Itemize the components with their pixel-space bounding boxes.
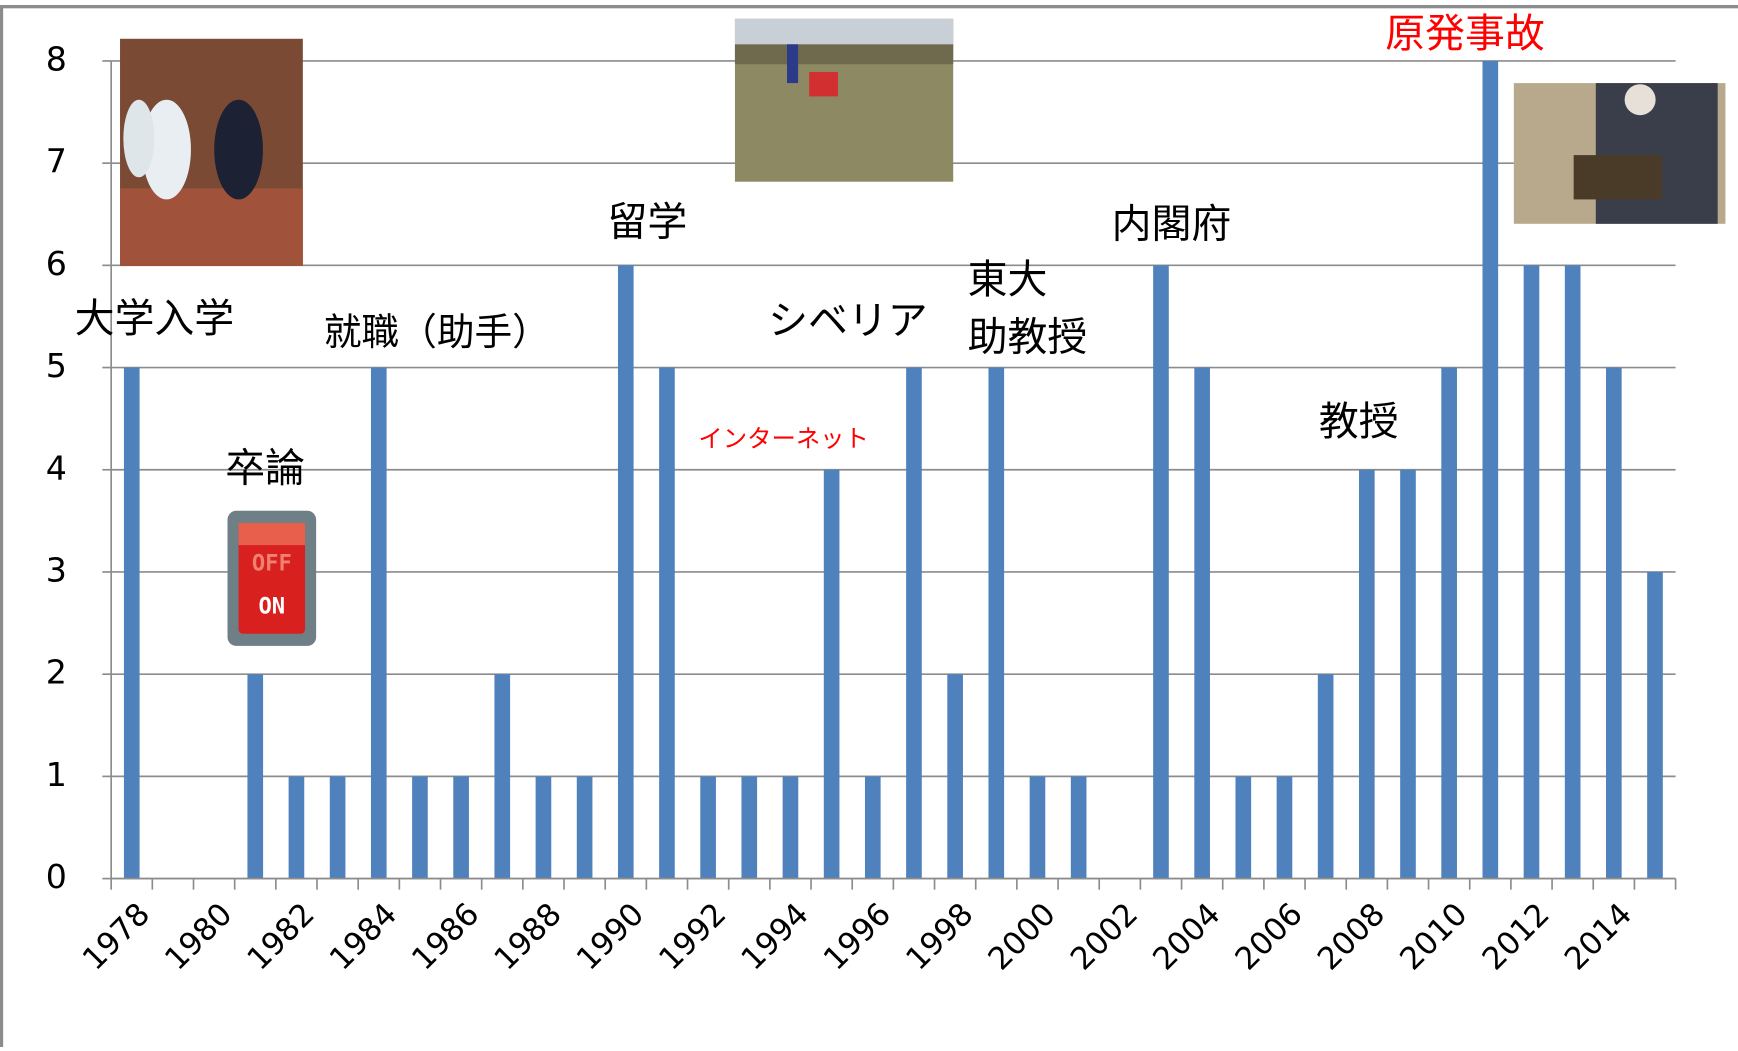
bar <box>289 776 305 878</box>
bar <box>1606 368 1622 879</box>
bar <box>988 368 1004 879</box>
annotation: 教授 <box>1319 399 1399 445</box>
bar <box>1524 265 1540 878</box>
y-tick-label: 3 <box>46 550 67 589</box>
annotation: 卒論 <box>225 445 305 491</box>
y-tick-label: 4 <box>46 448 67 487</box>
x-tick-label: 1996 <box>817 896 898 977</box>
bar <box>906 368 922 879</box>
x-tick-label: 1990 <box>570 896 651 977</box>
annotation: 就職（助手） <box>324 310 550 354</box>
bar <box>1482 61 1498 879</box>
photo-soil <box>1514 83 1726 224</box>
annotation: 原発事故 <box>1385 11 1545 57</box>
x-tick-label: 2004 <box>1146 896 1227 977</box>
annotation: 内閣府 <box>1112 202 1232 248</box>
bar <box>1400 470 1416 879</box>
annotation: シベリア <box>768 298 928 344</box>
x-tick-label: 1982 <box>240 896 321 977</box>
x-tick-label: 2006 <box>1229 896 1310 977</box>
x-tick-label: 2000 <box>982 896 1063 977</box>
x-tick-label: 1992 <box>652 896 733 977</box>
annotation: 大学入学 <box>75 296 235 342</box>
bar <box>494 674 510 878</box>
bar <box>536 776 552 878</box>
bar <box>741 776 757 878</box>
y-tick-label: 6 <box>46 244 67 283</box>
switch-label: OFF <box>252 550 292 576</box>
bar <box>783 776 799 878</box>
bar <box>1441 368 1457 879</box>
bar <box>1194 368 1210 879</box>
x-tick-label: 1998 <box>899 896 980 977</box>
bar <box>659 368 675 879</box>
switch-icon <box>228 511 317 646</box>
bar <box>1030 776 1046 878</box>
bar <box>1277 776 1293 878</box>
x-tick-label: 1980 <box>158 896 239 977</box>
x-tick-label: 1988 <box>487 896 568 977</box>
photo-runners <box>120 39 303 266</box>
annotation: 東大 <box>968 257 1048 303</box>
x-tick-label: 1984 <box>323 896 404 977</box>
photo-field <box>735 19 953 182</box>
bar <box>947 674 963 878</box>
bar <box>247 674 263 878</box>
chart: 0123456781978198019821984198619881990199… <box>0 0 1738 1047</box>
bar <box>1153 265 1169 878</box>
x-tick-label: 1978 <box>76 896 157 977</box>
bar <box>124 368 140 879</box>
y-tick-label: 5 <box>46 346 67 385</box>
bar <box>371 368 387 879</box>
bar <box>1359 470 1375 879</box>
x-tick-label: 2010 <box>1393 896 1474 977</box>
switch-label: ON <box>258 594 285 620</box>
bar <box>1235 776 1251 878</box>
bar <box>865 776 881 878</box>
y-tick-label: 0 <box>46 857 67 896</box>
bar <box>577 776 593 878</box>
page: 0123456781978198019821984198619881990199… <box>0 0 1738 1051</box>
annotation: 留学 <box>608 199 688 245</box>
y-tick-label: 8 <box>46 39 67 78</box>
x-tick-label: 2012 <box>1476 896 1557 977</box>
bar <box>824 470 840 879</box>
annotation: インターネット <box>698 424 869 453</box>
annotation: 助教授 <box>968 315 1088 361</box>
y-tick-label: 7 <box>46 142 67 181</box>
bar <box>453 776 469 878</box>
bar <box>412 776 428 878</box>
bar <box>1071 776 1087 878</box>
x-tick-label: 2002 <box>1064 896 1145 977</box>
bar <box>618 265 634 878</box>
y-tick-label: 2 <box>46 653 67 692</box>
bar <box>1647 572 1663 879</box>
x-tick-label: 1994 <box>734 896 815 977</box>
bar <box>700 776 716 878</box>
y-tick-label: 1 <box>46 755 67 794</box>
bar <box>1565 265 1581 878</box>
bar <box>1318 674 1334 878</box>
x-tick-label: 2014 <box>1558 896 1639 977</box>
x-tick-label: 1986 <box>405 896 486 977</box>
x-tick-label: 2008 <box>1311 896 1392 977</box>
bar <box>330 776 346 878</box>
